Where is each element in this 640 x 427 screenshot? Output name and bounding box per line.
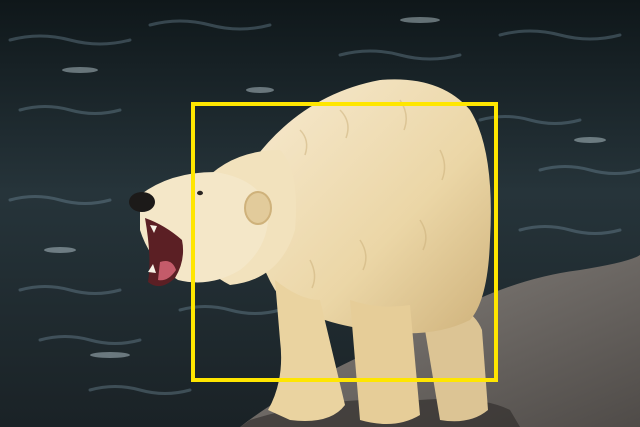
- water-glints: [44, 17, 606, 358]
- bear-nose: [129, 192, 155, 212]
- bear-eye: [197, 190, 203, 196]
- bear-front-leg-right: [350, 300, 420, 424]
- water-ripples: [8, 19, 640, 395]
- bear-tongue: [158, 261, 176, 281]
- bear-ear: [244, 191, 272, 225]
- bear-teeth: [148, 225, 157, 273]
